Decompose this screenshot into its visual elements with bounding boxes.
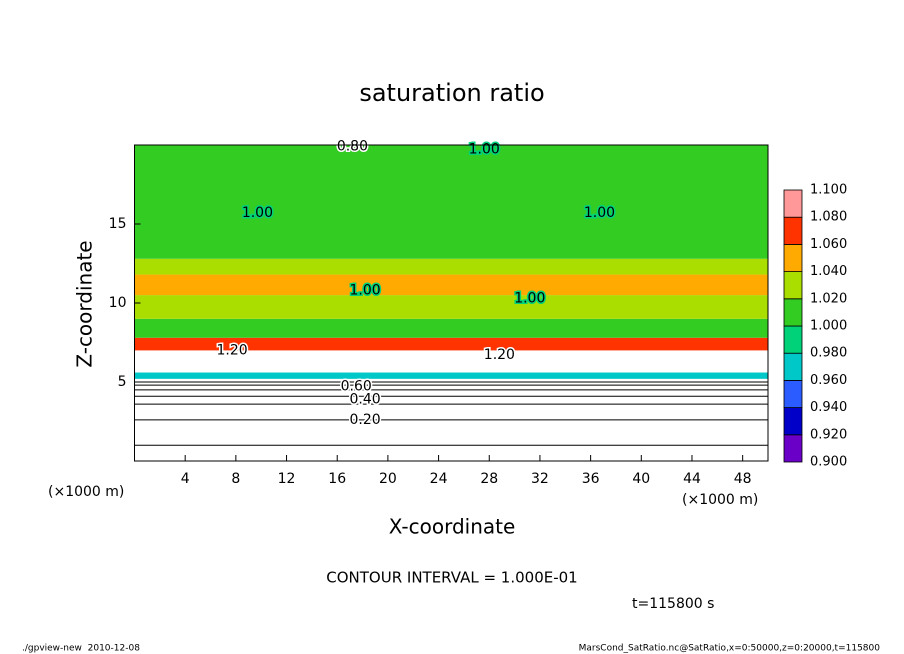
colorbar-segment (783, 189, 803, 218)
y-tick-label: 5 (118, 374, 127, 390)
x-axis-label: X-coordinate (389, 515, 516, 539)
field-band (134, 372, 768, 379)
x-tick-label: 48 (734, 471, 752, 487)
contour-label: 1.00 (350, 282, 381, 298)
colorbar-label: 1.080 (810, 210, 847, 225)
contour-label: 1.20 (484, 347, 515, 363)
contour-label: 0.40 (350, 391, 381, 407)
colorbar-segment (783, 407, 803, 436)
x-tick-label: 24 (430, 471, 448, 487)
contour-label: 1.00 (514, 290, 545, 306)
colorbar-label: 0.900 (810, 455, 847, 470)
x-tick-label: 8 (231, 471, 240, 487)
colorbar-segment (783, 298, 803, 327)
contour-label: 0.20 (350, 412, 381, 428)
x-tick-label: 40 (632, 471, 650, 487)
contour-label: 1.20 (216, 342, 247, 358)
x-tick-label: 20 (379, 471, 397, 487)
colorbar-segment (783, 243, 803, 272)
footer-left: ./gpview-new 2010-12-08 (22, 644, 140, 654)
x-tick-label: 28 (480, 471, 498, 487)
field-band (134, 337, 768, 351)
x-unit: (×1000 m) (682, 492, 758, 508)
x-tick-label: 4 (181, 471, 190, 487)
colorbar-label: 1.000 (810, 319, 847, 334)
colorbar-label: 0.940 (810, 400, 847, 415)
chart-title: saturation ratio (359, 79, 544, 107)
y-tick-label: 10 (109, 295, 127, 311)
time-label: t=115800 s (632, 596, 714, 612)
colorbar-segment (783, 325, 803, 354)
colorbar-label: 0.980 (810, 346, 847, 361)
colorbar-segment (783, 352, 803, 381)
y-tick-label: 15 (109, 216, 127, 232)
colorbar-label: 1.100 (810, 183, 847, 198)
colorbar-label: 0.960 (810, 373, 847, 388)
field-band (134, 258, 768, 275)
footer-right: MarsCond_SatRatio.nc@SatRatio,x=0:50000,… (579, 644, 881, 654)
contour-interval: CONTOUR INTERVAL = 1.000E-01 (326, 569, 577, 587)
field-band (134, 295, 768, 319)
x-tick-label: 32 (531, 471, 549, 487)
field-band (134, 350, 768, 373)
field-band (134, 274, 768, 296)
colorbar-segment (783, 379, 803, 408)
field-band (134, 145, 768, 259)
contour-label: 1.00 (469, 142, 500, 158)
x-tick-label: 44 (683, 471, 701, 487)
contour-label: 1.00 (584, 205, 615, 221)
contour-label: 0.80 (337, 139, 368, 155)
y-unit: (×1000 m) (48, 484, 124, 500)
contour-label: 1.00 (242, 205, 273, 221)
colorbar-label: 1.020 (810, 291, 847, 306)
colorbar-label: 1.040 (810, 264, 847, 279)
x-tick-label: 36 (582, 471, 600, 487)
field-band (134, 318, 768, 338)
colorbar-segment (783, 216, 803, 245)
contour-label: 0.60 (341, 379, 372, 395)
x-tick-label: 12 (278, 471, 296, 487)
colorbar-label: 1.060 (810, 237, 847, 252)
y-axis-label: Z-coordinate (73, 240, 97, 367)
x-tick-label: 16 (328, 471, 346, 487)
colorbar-label: 0.920 (810, 427, 847, 442)
colorbar-segment (783, 434, 803, 463)
colorbar-segment (783, 271, 803, 300)
